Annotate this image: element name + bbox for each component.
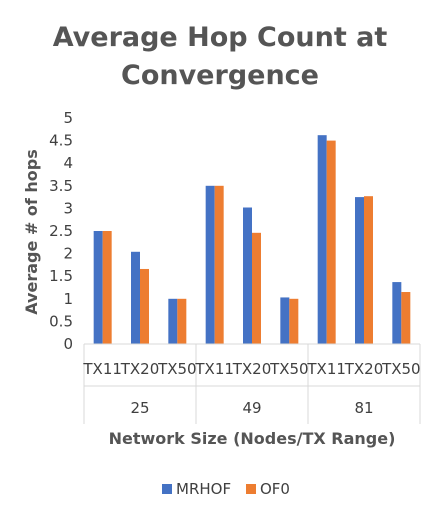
chart-title: Average Hop Count at Convergence [53,22,388,91]
x-axis-title: Network Size (Nodes/TX Range) [109,429,396,448]
bar-mrhof-8 [392,282,402,344]
x-category-label: TX11 [82,360,122,378]
legend-swatch-of0 [246,484,256,494]
bars [93,135,411,344]
bar-mrhof-7 [355,197,364,344]
x-category-label: TX20 [120,360,160,378]
y-tick-label: 4.5 [49,132,73,150]
y-tick-label: 2 [63,245,73,263]
x-group-label: 25 [130,399,149,417]
bar-mrhof-4 [243,207,252,344]
bar-of0-5 [289,298,299,344]
bar-mrhof-6 [317,135,327,344]
y-tick-label: 0.5 [49,312,73,330]
bar-of0-2 [177,298,187,344]
bar-of0-8 [401,292,411,344]
y-tick-label: 1.5 [49,267,73,285]
y-tick-label: 4 [63,154,73,172]
legend-label-mrhof: MRHOF [176,480,231,498]
x-category-label: TX20 [344,360,384,378]
chart-title-line-1: Average Hop Count at [53,22,388,53]
bar-mrhof-5 [280,297,290,344]
legend-swatch-mrhof [162,484,172,494]
bar-mrhof-2 [168,298,178,344]
x-category-label: TX50 [381,360,421,378]
bar-of0-6 [326,140,336,344]
y-tick-label: 1 [63,290,73,308]
bar-of0-7 [364,196,373,344]
bar-mrhof-3 [205,185,215,344]
chart-title-line-2: Convergence [121,60,319,91]
legend-label-of0: OF0 [260,480,290,498]
bar-of0-1 [140,268,149,344]
y-tick-label: 5 [63,109,73,127]
legend: MRHOF OF0 [162,480,290,498]
y-axis-title: Average # of hops [22,149,41,315]
x-category-label: TX50 [157,360,197,378]
y-axis-ticks: 0 0.5 1 1.5 2 2.5 3 3.5 4 4.5 5 [49,109,73,353]
x-category-label: TX11 [194,360,234,378]
x-category-label: TX50 [269,360,309,378]
x-group-label: 81 [354,399,373,417]
x-category-label: TX11 [306,360,346,378]
x-group-label: 49 [242,399,261,417]
bar-of0-0 [102,231,112,344]
bar-of0-4 [252,232,261,344]
x-category-label: TX20 [232,360,272,378]
y-tick-label: 2.5 [49,222,73,240]
bar-mrhof-0 [93,231,103,344]
bar-mrhof-1 [131,251,140,344]
y-tick-label: 0 [63,335,73,353]
y-tick-label: 3 [63,199,73,217]
bar-of0-3 [214,185,224,344]
y-tick-label: 3.5 [49,177,73,195]
